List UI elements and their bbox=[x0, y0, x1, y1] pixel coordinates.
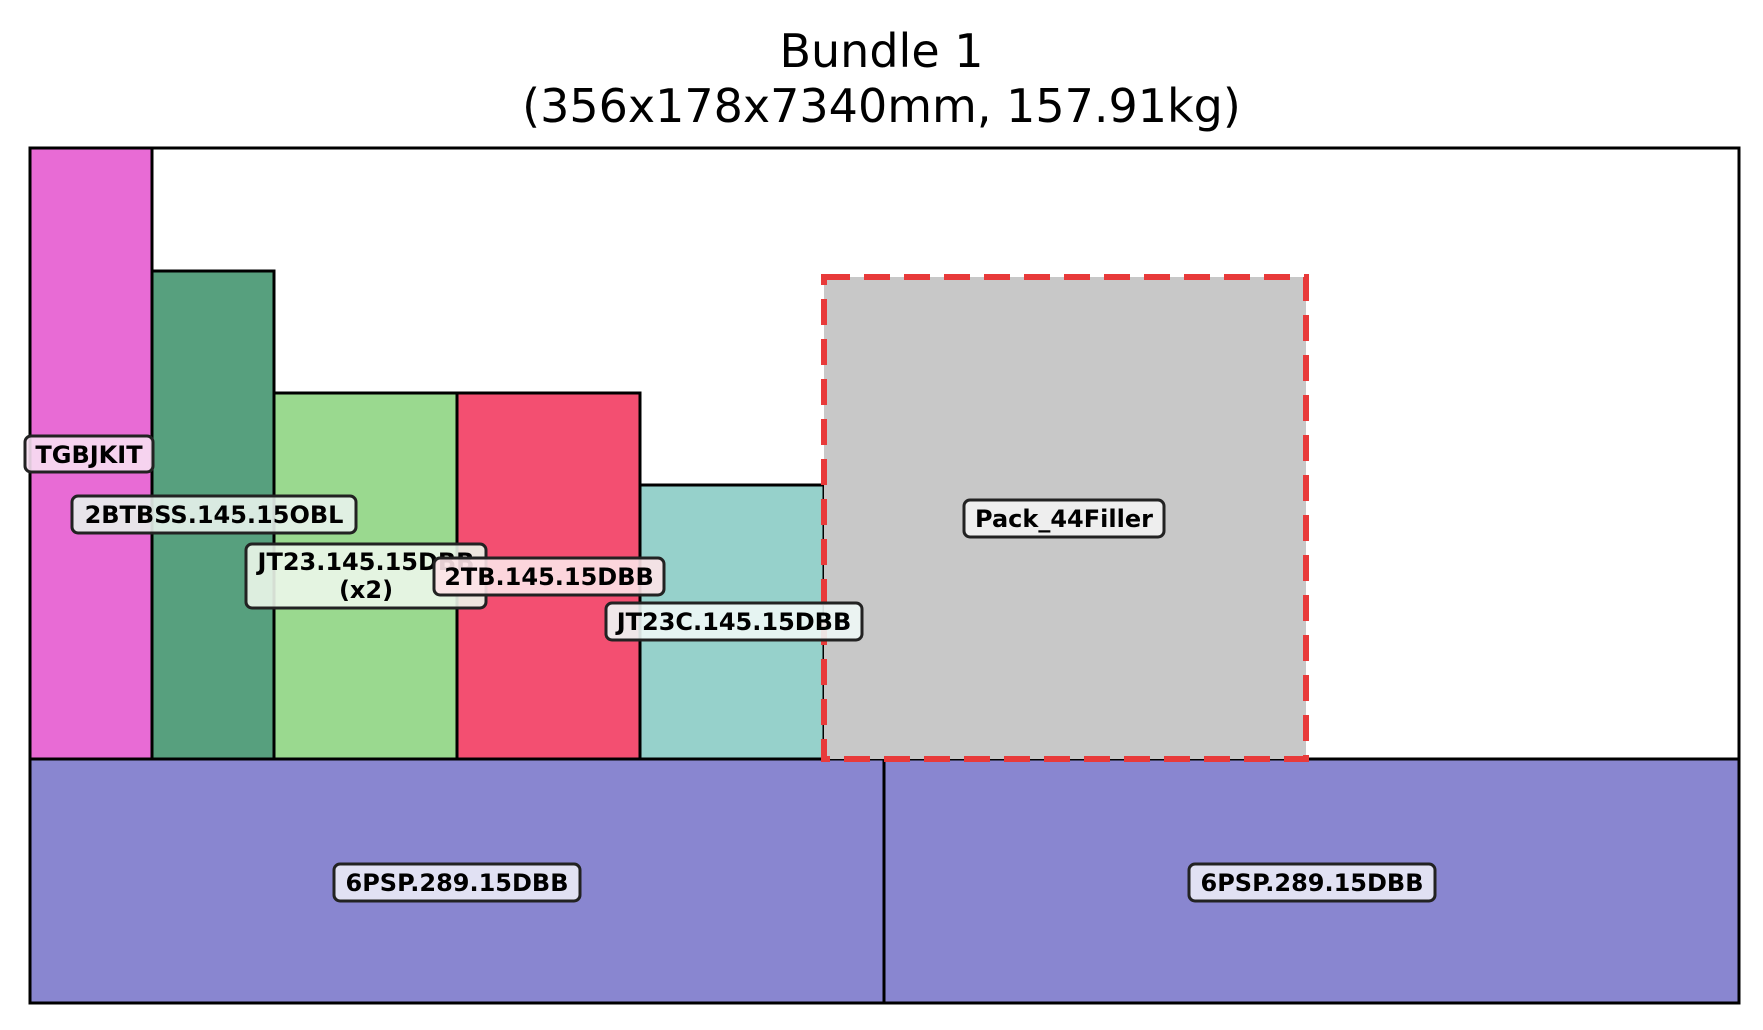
label-tgbjkit: TGBJKIT bbox=[23, 434, 155, 474]
svg-text:Pack_44Filler: Pack_44Filler bbox=[975, 505, 1153, 533]
svg-text:(x2): (x2) bbox=[339, 576, 393, 604]
label-6psp-a: 6PSP.289.15DBB bbox=[332, 862, 582, 903]
diagram-title: Bundle 1 bbox=[779, 24, 984, 78]
bundle-frame-outline bbox=[28, 146, 1741, 1005]
svg-text:6PSP.289.15DBB: 6PSP.289.15DBB bbox=[346, 869, 569, 897]
svg-text:2BTBSS.145.15OBL: 2BTBSS.145.15OBL bbox=[85, 501, 344, 529]
label-filler: Pack_44Filler bbox=[962, 498, 1166, 539]
svg-text:6PSP.289.15DBB: 6PSP.289.15DBB bbox=[1201, 869, 1424, 897]
label-jt23c: JT23C.145.15DBB bbox=[604, 601, 864, 642]
diagram-subtitle: (356x178x7340mm, 157.91kg) bbox=[522, 79, 1241, 133]
label-6psp-b: 6PSP.289.15DBB bbox=[1187, 862, 1437, 903]
svg-text:TGBJKIT: TGBJKIT bbox=[35, 441, 143, 469]
label-2btbss: 2BTBSS.145.15OBL bbox=[70, 494, 358, 535]
label-2tb: 2TB.145.15DBB bbox=[432, 556, 666, 597]
svg-text:JT23C.145.15DBB: JT23C.145.15DBB bbox=[615, 608, 852, 636]
svg-text:2TB.145.15DBB: 2TB.145.15DBB bbox=[444, 563, 654, 591]
